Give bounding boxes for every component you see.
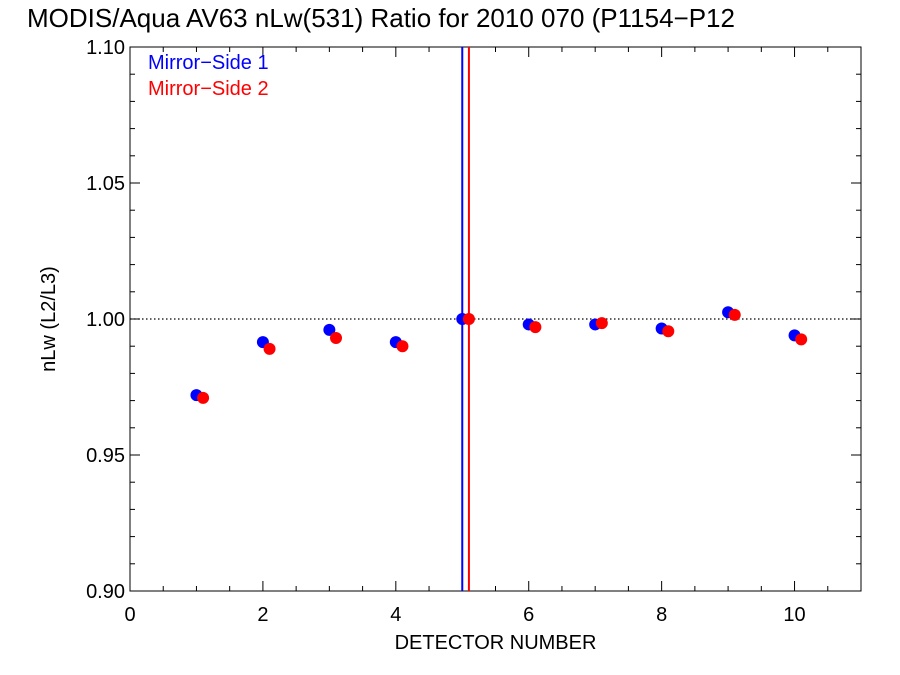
legend-entry-series-1: Mirror−Side 1 (148, 52, 269, 74)
series-2-point (728, 308, 741, 321)
series-2-point (595, 317, 608, 330)
chart-title: MODIS/Aqua AV63 nLw(531) Ratio for 2010 … (27, 3, 735, 33)
x-tick-label: 8 (656, 604, 667, 626)
x-tick-label: 10 (783, 604, 805, 626)
y-tick-label: 1.05 (86, 173, 125, 195)
data-points (190, 306, 808, 404)
series-2-point (795, 333, 808, 346)
series-2-point (662, 325, 675, 338)
series-2-point (263, 342, 276, 355)
series-2-point (197, 391, 210, 404)
x-axis-label: DETECTOR NUMBER (395, 632, 597, 654)
x-tick-label: 6 (523, 604, 534, 626)
x-tick-label: 0 (124, 604, 135, 626)
y-axis-label: nLw (L2/L3) (38, 266, 60, 372)
x-tick-label: 4 (390, 604, 401, 626)
series-2-point (529, 321, 542, 334)
legend: Mirror−Side 1 Mirror−Side 2 (148, 52, 269, 100)
y-tick-label: 0.95 (86, 445, 125, 467)
series-1-point (323, 323, 336, 336)
series-2-point (462, 313, 475, 325)
legend-entry-series-2: Mirror−Side 2 (148, 78, 269, 100)
reference-lines (130, 47, 861, 591)
y-tick-label: 1.10 (86, 37, 125, 59)
y-tick-label: 1.00 (86, 309, 125, 331)
axis-ticks: 0 2 4 6 8 10 0.90 0.95 1.00 1.05 1.10 (86, 37, 862, 626)
x-tick-label: 2 (257, 604, 268, 626)
series-2-point (396, 340, 409, 353)
series-2-point (330, 332, 343, 345)
y-tick-label: 0.90 (86, 581, 125, 603)
